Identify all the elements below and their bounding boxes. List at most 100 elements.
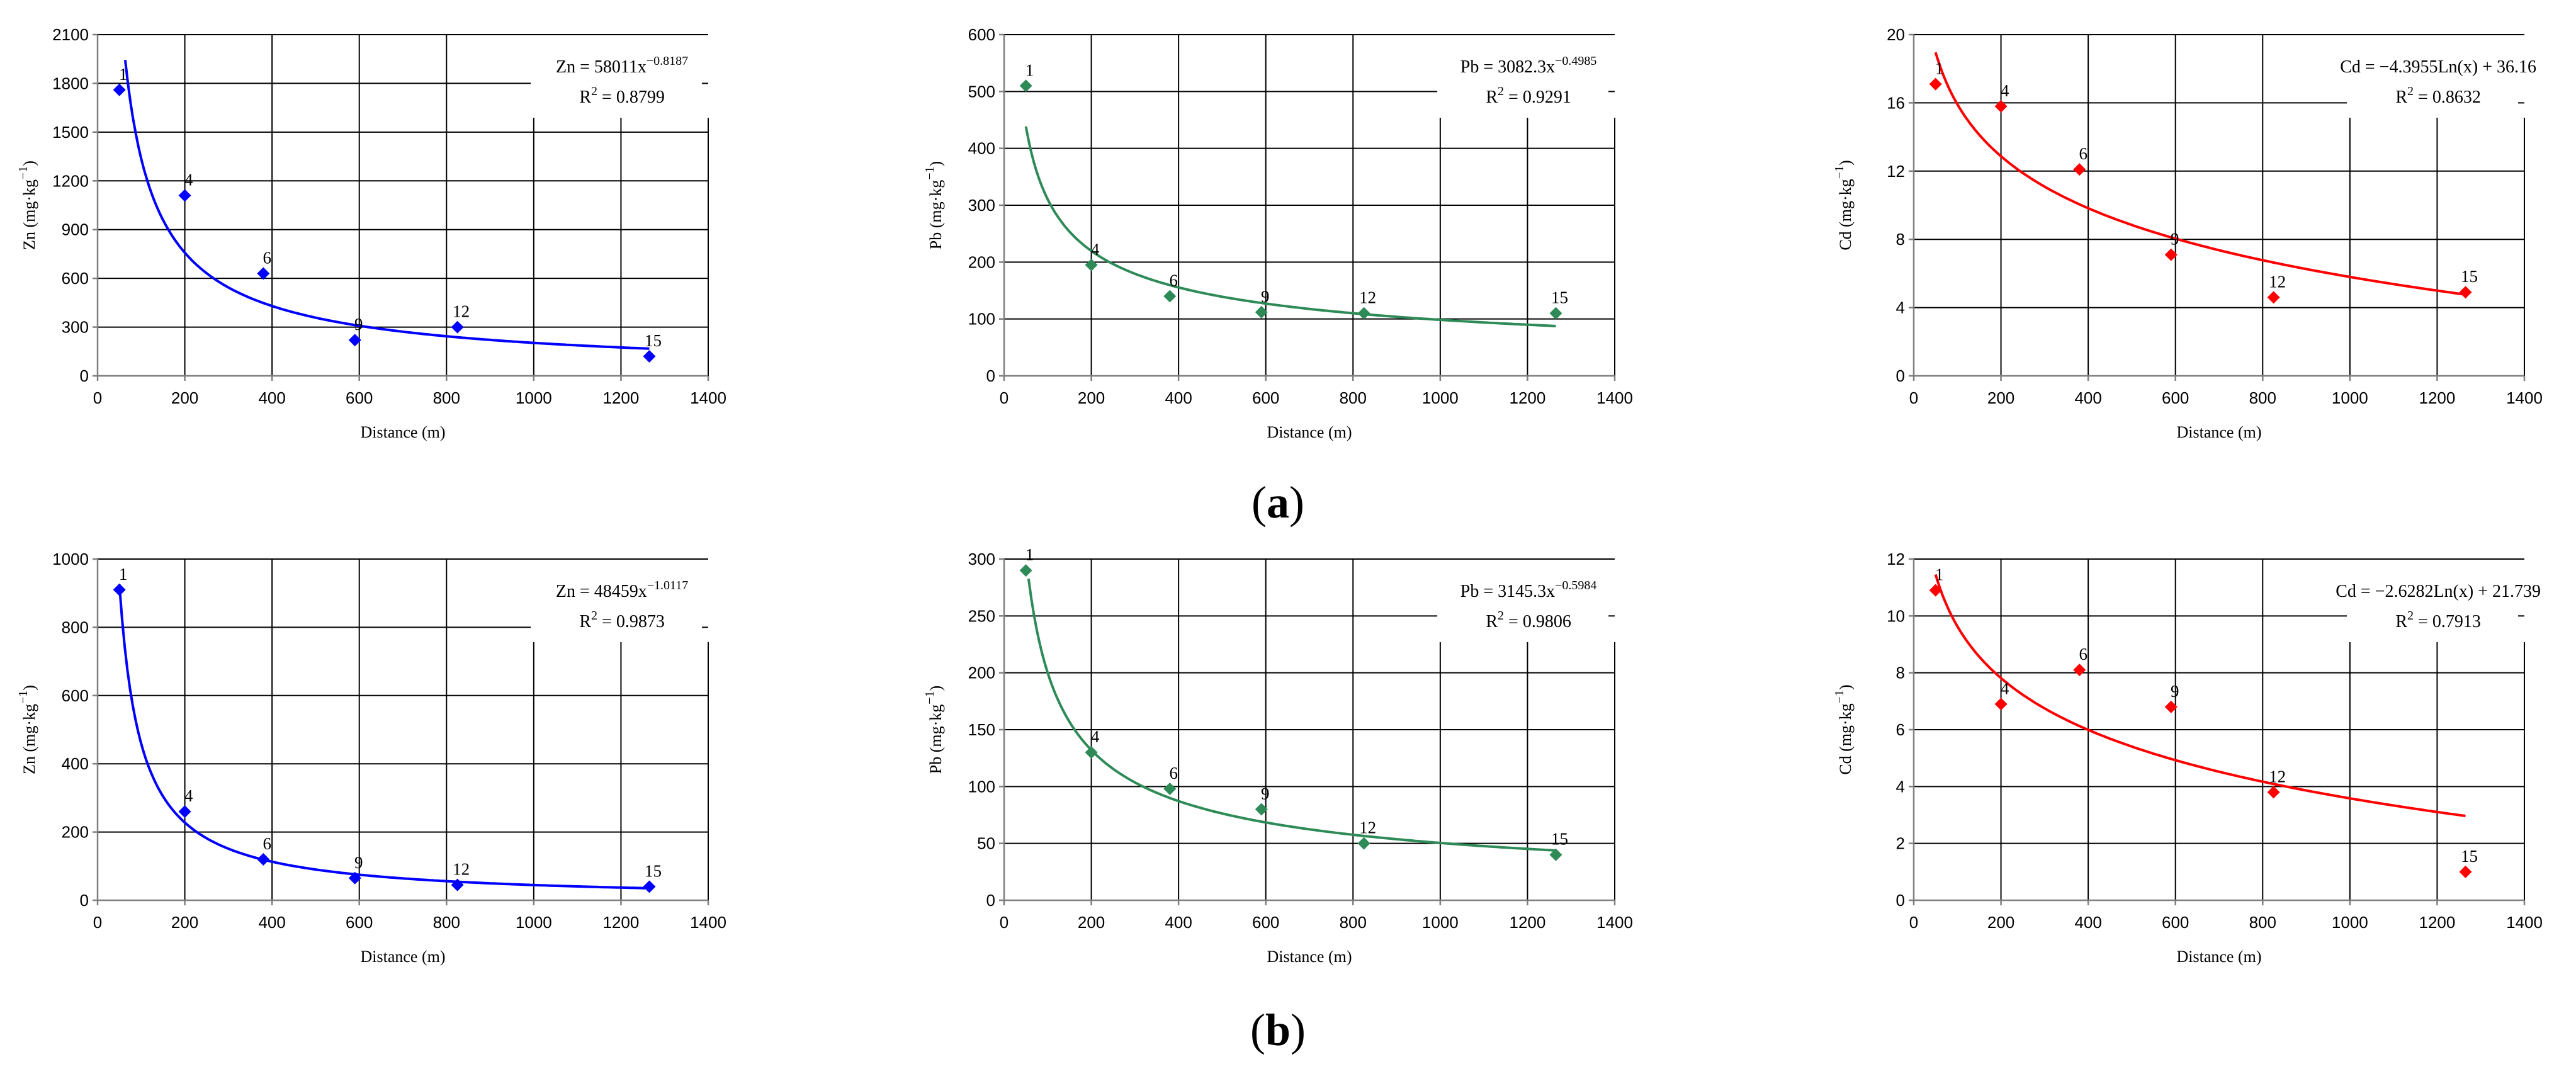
x-tick-label: 1400 (690, 388, 726, 407)
y-axis-title-tail: ) (927, 686, 945, 691)
data-point-9 (1255, 305, 1268, 319)
data-point-12 (451, 320, 464, 334)
y-axis-title-tail: ) (1836, 684, 1855, 690)
r-squared-symbol: R (579, 612, 591, 631)
y-tick-label: 200 (62, 823, 89, 842)
point-label-15: 15 (1551, 830, 1568, 849)
x-tick-label: 0 (93, 388, 102, 407)
y-tick-label: 300 (968, 550, 995, 568)
y-axis-title-sup: −1 (1833, 690, 1846, 703)
x-tick-label: 1400 (1596, 913, 1633, 932)
point-label-4: 4 (184, 786, 193, 805)
r-squared-sup: 2 (2407, 84, 2414, 98)
trend-equation-main: Cd = −2.6282Ln(x) + 21.739 (2336, 582, 2541, 601)
y-tick-label: 800 (62, 618, 89, 636)
r-squared-symbol: R (2395, 612, 2407, 631)
y-tick-label: 20 (1887, 25, 1905, 44)
trend-line-pb (1027, 579, 1556, 852)
y-axis-title-tail: ) (927, 161, 945, 167)
trend-equation: Cd = −2.6282Ln(x) + 21.739 (2336, 582, 2541, 601)
trend-line-pb (1024, 126, 1556, 327)
y-axis-title-tail: ) (20, 685, 38, 691)
point-label-1: 1 (1025, 60, 1034, 79)
y-tick-label: 8 (1896, 664, 1905, 682)
y-tick-label: 2100 (52, 25, 89, 44)
data-point-4 (1994, 698, 2008, 711)
r-squared-sup: 2 (2407, 609, 2414, 623)
y-tick-label: 100 (968, 777, 995, 796)
x-tick-label: 1000 (516, 388, 552, 407)
data-point-9 (348, 334, 361, 347)
x-tick-label: 600 (2162, 913, 2189, 932)
point-label-4: 4 (1091, 727, 1100, 746)
point-label-15: 15 (2461, 267, 2478, 286)
point-label-9: 9 (1261, 784, 1270, 803)
y-axis-title: Pb (mg·kg−1) (923, 161, 945, 249)
y-tick-label: 12 (1887, 162, 1905, 181)
point-label-1: 1 (119, 65, 128, 84)
y-tick-label: 250 (968, 606, 995, 625)
data-point-6 (257, 267, 270, 280)
y-tick-label: 0 (80, 366, 89, 385)
x-axis-title: Distance (m) (1267, 947, 1352, 966)
point-label-1: 1 (119, 565, 128, 584)
data-point-1 (1929, 584, 1942, 597)
x-tick-label: 0 (1000, 388, 1008, 407)
point-label-12: 12 (2269, 767, 2286, 786)
y-axis-title: Zn (mg·kg−1) (16, 161, 38, 250)
point-label-12: 12 (453, 302, 470, 321)
y-tick-label: 500 (968, 82, 995, 101)
y-axis-title-tail: ) (20, 161, 38, 166)
r-squared-symbol: R (579, 88, 591, 107)
y-tick-label: 900 (62, 220, 89, 239)
x-axis-title: Distance (m) (1267, 423, 1352, 441)
r-squared: R2 = 0.8632 (2395, 84, 2480, 107)
x-tick-label: 600 (346, 913, 373, 932)
y-tick-label: 150 (968, 720, 995, 739)
trend-line-zn (123, 60, 650, 350)
r-squared-sup: 2 (591, 609, 597, 623)
y-tick-label: 400 (62, 754, 89, 773)
data-point-1 (1019, 564, 1032, 577)
x-tick-label: 200 (1987, 913, 2014, 932)
point-label-4: 4 (184, 171, 193, 189)
y-axis-title-main: Pb (mg·kg (927, 180, 945, 250)
y-axis-title: Zn (mg·kg−1) (16, 685, 38, 774)
x-tick-label: 1200 (603, 388, 640, 407)
y-axis-title-sup: −1 (923, 166, 937, 179)
data-point-12 (451, 878, 464, 891)
r-squared-sup: 2 (591, 84, 597, 98)
y-tick-label: 600 (62, 269, 89, 288)
y-axis-title-sup: −1 (16, 166, 30, 179)
x-tick-label: 1000 (2332, 388, 2368, 407)
data-point-15 (643, 350, 656, 363)
r-squared-sup: 2 (1498, 609, 1504, 623)
data-point-1 (1929, 77, 1942, 91)
point-label-15: 15 (1551, 288, 1568, 307)
data-point-6 (1163, 290, 1177, 303)
data-point-15 (1549, 848, 1562, 861)
y-axis-title-tail: ) (1836, 160, 1855, 166)
r-squared-value: = 0.8799 (597, 88, 665, 107)
x-tick-label: 1000 (1422, 388, 1459, 407)
x-tick-label: 200 (171, 913, 198, 932)
point-label-12: 12 (1359, 818, 1376, 837)
data-point-15 (1549, 307, 1562, 320)
r-squared: R2 = 0.9806 (1486, 609, 1571, 631)
y-axis-title-main: Pb (mg·kg (927, 704, 945, 774)
r-squared-value: = 0.7913 (2414, 612, 2481, 631)
x-tick-label: 600 (2162, 388, 2189, 407)
y-axis-title: Pb (mg·kg−1) (923, 686, 945, 774)
point-label-15: 15 (645, 861, 662, 880)
x-tick-label: 1400 (690, 913, 726, 932)
point-label-12: 12 (453, 860, 470, 879)
x-tick-label: 0 (1909, 388, 1918, 407)
point-label-1: 1 (1025, 545, 1034, 564)
data-point-4 (178, 189, 191, 202)
trend-line-cd (1934, 574, 2466, 817)
point-label-6: 6 (2079, 144, 2088, 163)
point-label-4: 4 (1091, 240, 1100, 259)
